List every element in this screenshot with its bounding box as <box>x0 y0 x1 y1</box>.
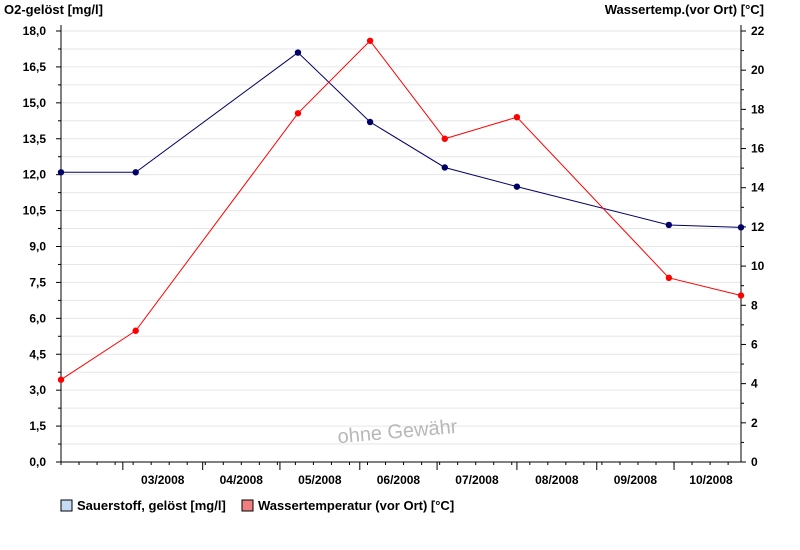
series-layer <box>57 37 745 383</box>
data-point-temperature <box>366 37 374 44</box>
right-tick-label: 8 <box>751 298 758 312</box>
data-point-temperature <box>132 327 139 334</box>
data-point-oxygen <box>441 164 448 171</box>
x-tick-label: 08/2008 <box>535 473 579 487</box>
data-point-oxygen <box>132 169 139 176</box>
left-tick-label: 10,5 <box>23 204 47 218</box>
right-tick-label: 20 <box>751 63 765 77</box>
left-tick-label: 15,0 <box>23 96 47 110</box>
data-point-oxygen <box>57 169 65 176</box>
data-point-oxygen <box>737 224 745 231</box>
left-tick-label: 12,0 <box>23 168 47 182</box>
x-tick-label: 09/2008 <box>614 473 658 487</box>
left-tick-label: 7,5 <box>29 275 46 289</box>
left-tick-label: 3,0 <box>29 383 46 397</box>
right-tick-label: 4 <box>751 377 758 391</box>
left-tick-label: 6,0 <box>29 311 46 325</box>
right-tick-label: 2 <box>751 416 758 430</box>
right-tick-label: 12 <box>751 220 765 234</box>
left-tick-label: 4,5 <box>29 347 46 361</box>
left-tick-label: 9,0 <box>29 240 46 254</box>
left-tick-label: 16,5 <box>23 60 47 74</box>
left-tick-label: 13,5 <box>23 132 47 146</box>
data-point-temperature <box>294 110 302 117</box>
legend-swatch-oxygen <box>60 499 73 512</box>
x-axis-ticks: 03/2008 04/2008 05/2008 06/2008 07/2008 08/20… <box>60 462 733 487</box>
right-tick-label: 18 <box>751 102 765 116</box>
watermark: ohne Gewähr <box>337 416 459 448</box>
legend-swatch-temperature <box>241 499 254 512</box>
x-tick-label: 04/2008 <box>220 473 264 487</box>
x-tick-label: 07/2008 <box>455 473 499 487</box>
left-axis-ticks: 0,0 1,5 3,0 4,5 6,0 7,5 9,0 10,5 12,0 13,5 15,0 16,… <box>23 24 61 469</box>
data-point-temperature <box>513 114 521 121</box>
data-point-oxygen <box>513 183 521 190</box>
data-point-temperature <box>665 274 673 282</box>
x-tick-label: 10/2008 <box>689 473 733 487</box>
data-point-oxygen <box>294 49 302 56</box>
right-axis-title: Wassertemp.(vor Ort) [°C] <box>605 2 764 17</box>
legend: Sauerstoff, gelöst [mg/l] Wassertemperat… <box>60 498 454 513</box>
data-point-oxygen <box>366 118 374 126</box>
series-line-temperature <box>60 40 742 381</box>
series-line-oxygen <box>61 51 742 228</box>
data-point-oxygen <box>665 221 673 229</box>
left-tick-label: 0,0 <box>29 455 46 469</box>
right-axis-ticks: 0 2 4 6 8 10 12 14 16 18 20 22 <box>741 24 765 469</box>
right-tick-label: 0 <box>751 455 758 469</box>
left-tick-label: 18,0 <box>23 24 47 38</box>
right-tick-label: 10 <box>751 259 765 273</box>
data-point-temperature <box>57 376 65 383</box>
x-tick-label: 06/2008 <box>377 473 421 487</box>
legend-label-oxygen: Sauerstoff, gelöst [mg/l] <box>77 498 226 513</box>
x-tick-label: 03/2008 <box>141 473 185 487</box>
data-point-temperature <box>737 292 745 299</box>
x-tick-label: 05/2008 <box>298 473 342 487</box>
right-tick-label: 14 <box>751 181 765 195</box>
right-tick-label: 22 <box>751 24 765 38</box>
axes <box>60 25 742 463</box>
legend-label-temperature: Wassertemperatur (vor Ort) [°C] <box>258 498 454 513</box>
right-tick-label: 6 <box>751 337 758 351</box>
left-axis-title: O2-gelöst [mg/l] <box>4 2 103 17</box>
left-tick-label: 1,5 <box>29 419 46 433</box>
data-point-temperature <box>441 135 448 142</box>
grid-lines <box>61 30 741 445</box>
right-tick-label: 16 <box>751 142 765 156</box>
